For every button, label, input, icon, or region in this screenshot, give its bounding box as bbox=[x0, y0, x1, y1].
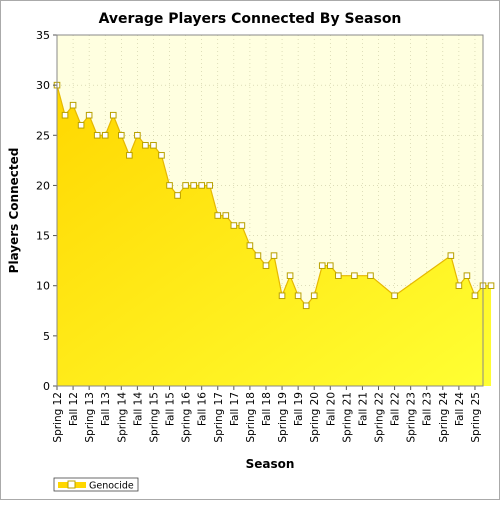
x-tick-label: Fall 17 bbox=[229, 392, 241, 426]
data-point bbox=[262, 262, 270, 269]
data-point bbox=[367, 272, 374, 279]
x-tick-label: Fall 24 bbox=[454, 392, 466, 426]
data-point bbox=[254, 252, 262, 259]
legend-label: Genocide bbox=[89, 481, 134, 492]
y-tick-label: 10 bbox=[36, 280, 50, 293]
x-tick-label: Fall 16 bbox=[197, 392, 209, 426]
data-point bbox=[166, 182, 173, 189]
data-point bbox=[238, 222, 246, 229]
x-tick-label: Spring 23 bbox=[406, 392, 418, 443]
x-tick-label: Spring 18 bbox=[245, 392, 257, 443]
data-point bbox=[93, 131, 101, 139]
data-point bbox=[206, 182, 214, 189]
x-tick-label: Spring 20 bbox=[309, 392, 321, 443]
data-point bbox=[174, 192, 181, 199]
data-point bbox=[246, 242, 254, 249]
x-tick-label: Fall 15 bbox=[165, 392, 177, 426]
plot-border bbox=[56, 34, 484, 387]
y-tick-label: 5 bbox=[43, 330, 50, 343]
data-point bbox=[351, 272, 358, 279]
data-point bbox=[455, 282, 463, 290]
data-point bbox=[447, 252, 455, 259]
data-point bbox=[471, 292, 479, 300]
x-axis-label: Season bbox=[246, 457, 295, 471]
data-point bbox=[222, 212, 230, 219]
chart-title: Average Players Connected By Season bbox=[99, 11, 402, 27]
x-tick-label: Fall 23 bbox=[422, 392, 434, 426]
data-point bbox=[302, 302, 310, 310]
series-markers bbox=[53, 81, 495, 310]
x-tick-label: Fall 22 bbox=[390, 392, 402, 426]
x-tick-label: Fall 12 bbox=[68, 392, 80, 426]
data-point bbox=[158, 152, 165, 159]
x-tick-label: Spring 14 bbox=[116, 392, 128, 443]
data-point bbox=[318, 262, 326, 269]
x-tick-label: Spring 21 bbox=[341, 392, 353, 443]
x-tick-label: Spring 16 bbox=[181, 392, 193, 443]
x-tick-label: Spring 17 bbox=[213, 392, 225, 443]
data-point bbox=[126, 152, 133, 159]
x-tick-label: Spring 15 bbox=[148, 392, 160, 443]
data-point bbox=[214, 212, 222, 219]
data-point bbox=[101, 131, 109, 139]
data-point bbox=[391, 292, 398, 300]
y-axis-label: Players Connected bbox=[7, 148, 21, 274]
series-area-fill bbox=[57, 85, 492, 387]
legend-marker bbox=[67, 480, 76, 489]
data-point bbox=[69, 101, 77, 109]
x-tick-label: Fall 20 bbox=[325, 392, 337, 426]
x-tick-label: Spring 12 bbox=[52, 392, 64, 443]
data-point bbox=[142, 142, 149, 149]
x-tick-label: Spring 22 bbox=[374, 392, 386, 443]
y-tick-label: 35 bbox=[36, 29, 50, 42]
x-tick-label: Fall 21 bbox=[357, 392, 369, 426]
x-tick-label: Spring 25 bbox=[470, 392, 482, 443]
data-point bbox=[182, 182, 189, 189]
data-point bbox=[310, 292, 318, 300]
data-point bbox=[85, 111, 93, 119]
x-tick-label: Fall 14 bbox=[132, 392, 144, 426]
data-point bbox=[278, 292, 286, 300]
data-point bbox=[134, 131, 141, 139]
x-tick-label: Fall 19 bbox=[293, 392, 305, 426]
data-point bbox=[198, 182, 205, 189]
x-tick-label: Fall 18 bbox=[261, 392, 273, 426]
data-point bbox=[286, 272, 294, 279]
x-tick-label: Spring 19 bbox=[277, 392, 289, 443]
data-point bbox=[335, 272, 342, 279]
x-tick-label: Spring 13 bbox=[84, 392, 96, 443]
x-tick-label: Fall 13 bbox=[100, 392, 112, 426]
data-point bbox=[118, 131, 125, 139]
data-point bbox=[463, 272, 471, 279]
axes: 0 5 10 15 20 25 30 35 Spring 12 Fall 12 Spring 13 F… bbox=[36, 29, 484, 443]
data-point bbox=[150, 142, 157, 149]
data-point bbox=[270, 252, 278, 259]
y-tick-label: 20 bbox=[36, 179, 50, 192]
y-tick-label: 15 bbox=[36, 230, 50, 243]
data-point bbox=[61, 111, 69, 119]
data-point bbox=[294, 292, 302, 300]
data-point bbox=[77, 121, 85, 129]
x-tick-label: Spring 24 bbox=[438, 392, 450, 443]
data-point bbox=[230, 222, 238, 229]
legend: Genocide bbox=[53, 477, 139, 492]
y-tick-label: 0 bbox=[43, 380, 50, 393]
data-point bbox=[326, 262, 334, 269]
y-tick-label: 30 bbox=[36, 79, 50, 92]
data-point bbox=[487, 282, 495, 290]
data-point bbox=[190, 182, 197, 189]
y-tick-label: 25 bbox=[36, 129, 50, 142]
data-point bbox=[109, 111, 117, 119]
